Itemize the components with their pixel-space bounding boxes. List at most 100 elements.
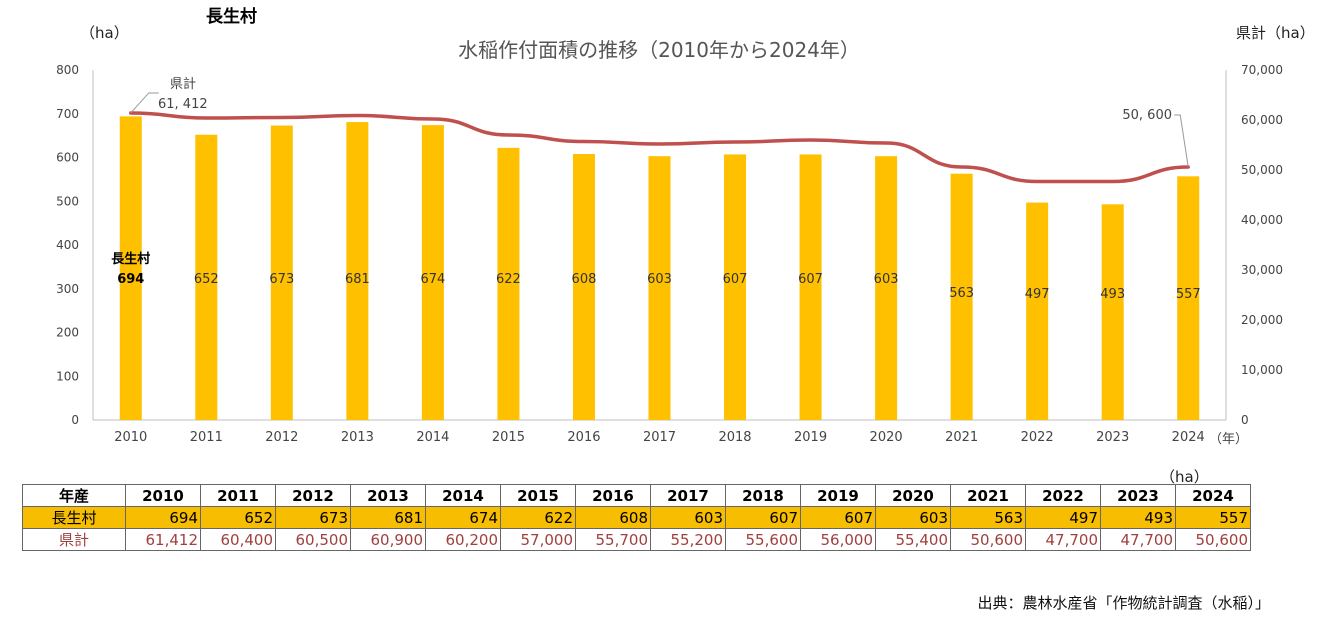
table-year-cell: 2018	[725, 484, 801, 507]
table-year-cell: 2021	[950, 484, 1026, 507]
table-value-cell: 55,700	[575, 528, 651, 551]
x-tick-label: 2020	[870, 430, 903, 445]
table-year-cell: 2013	[350, 484, 426, 507]
y-right-tick-label: 10,000	[1241, 363, 1283, 377]
x-tick-label: 2021	[945, 430, 978, 445]
table-value-cell: 60,500	[275, 528, 351, 551]
table-value-cell: 47,700	[1025, 528, 1101, 551]
y-left-tick-label: 600	[56, 151, 79, 165]
table-value-cell: 56,000	[800, 528, 876, 551]
bar-value-label: 608	[572, 272, 597, 287]
table-year-cell: 2020	[875, 484, 951, 507]
bar-value-label: 674	[420, 272, 445, 287]
table-value-cell: 607	[800, 506, 876, 529]
prefecture-total-line	[129, 111, 1190, 184]
bar	[648, 156, 671, 420]
bar-value-label: 622	[496, 272, 521, 287]
table-year-cell: 2011	[200, 484, 276, 507]
x-tick-label: 2010	[114, 430, 147, 445]
bar	[119, 116, 142, 420]
bar	[1177, 176, 1200, 420]
table-value-cell: 55,400	[875, 528, 951, 551]
table-value-cell: 563	[950, 506, 1026, 529]
bar-value-label: 607	[798, 272, 823, 287]
bar-value-label: 673	[269, 272, 294, 287]
x-axis-label: （年）	[1209, 432, 1248, 447]
bar	[724, 154, 747, 420]
page-title: 長生村	[206, 7, 257, 27]
table-value-cell: 50,600	[950, 528, 1026, 551]
bar	[195, 134, 218, 420]
table-value-cell: 603	[650, 506, 726, 529]
bar-value-label: 563	[949, 286, 974, 301]
table-year-cell: 2016	[575, 484, 651, 507]
bar-value-label: 652	[194, 272, 219, 287]
x-tick-label: 2018	[718, 430, 751, 445]
y-right-tick-label: 20,000	[1241, 313, 1283, 327]
y-right-tick-label: 60,000	[1241, 113, 1283, 127]
table-year-cell: 2017	[650, 484, 726, 507]
table-value-cell: 60,900	[350, 528, 426, 551]
table-value-cell: 674	[425, 506, 501, 529]
bar-value-label: 607	[723, 272, 748, 287]
table-value-cell: 557	[1175, 506, 1251, 529]
table-year-cell: 2014	[425, 484, 501, 507]
x-tick-label: 2013	[341, 430, 374, 445]
table-row-prefecture: 県計 61,412 60,400 60,500 60,900 60,200 57…	[22, 528, 1251, 551]
table-row-village: 長生村 694 652 673 681 674 622 608 603 607 …	[22, 506, 1251, 529]
bar	[875, 156, 898, 420]
right-axis-unit-label: 県計（ha）	[1236, 24, 1315, 42]
table-value-cell: 622	[500, 506, 576, 529]
bar-value-label: 497	[1025, 287, 1050, 302]
bar	[572, 154, 595, 420]
table-year-cell: 2019	[800, 484, 876, 507]
table-year-cell: 2023	[1100, 484, 1176, 507]
table-value-cell: 57,000	[500, 528, 576, 551]
table-unit-label: （ha）	[1160, 468, 1209, 486]
first-bar-value-label: 694	[117, 272, 144, 287]
y-left-tick-label: 100	[56, 369, 79, 383]
table-value-cell: 603	[875, 506, 951, 529]
source-note: 出典：農林水産省「作物統計調査（水稲）」	[977, 594, 1270, 612]
start-annotation-leader	[130, 92, 159, 114]
first-bar-series-label: 長生村	[111, 251, 150, 267]
table-year-cell: 2024	[1175, 484, 1251, 507]
table-value-cell: 60,200	[425, 528, 501, 551]
bar	[346, 122, 369, 420]
table-value-cell: 607	[725, 506, 801, 529]
y-left-tick-label: 400	[56, 238, 79, 252]
x-tick-label: 2023	[1096, 430, 1129, 445]
bar	[1026, 202, 1049, 420]
table-value-cell: 497	[1025, 506, 1101, 529]
bar	[421, 125, 444, 420]
y-left-tick-label: 200	[56, 326, 79, 340]
table-row-label: 県計	[22, 528, 126, 551]
table-value-cell: 493	[1100, 506, 1176, 529]
table-header-row: 年産 2010 2011 2012 2013 2014 2015 2016 20…	[22, 484, 1251, 507]
bar-value-label: 557	[1176, 287, 1201, 302]
x-tick-label: 2014	[416, 430, 449, 445]
y-left-tick-label: 800	[56, 63, 79, 77]
x-tick-label: 2017	[643, 430, 676, 445]
bar-value-label: 493	[1100, 287, 1125, 302]
table-year-cell: 2012	[275, 484, 351, 507]
chart-area: 0 100 200 300 400 500 600 700 800 0 10,000 20,000 30…	[56, 63, 1283, 447]
bar-value-label: 603	[647, 272, 672, 287]
y-left-tick-label: 700	[56, 107, 79, 121]
end-line-value-label: 50, 600	[1122, 108, 1172, 123]
table-value-cell: 652	[200, 506, 276, 529]
table-value-cell: 673	[275, 506, 351, 529]
table-year-cell: 2015	[500, 484, 576, 507]
table-header-label: 年産	[22, 484, 126, 507]
x-tick-label: 2015	[492, 430, 525, 445]
bar	[950, 173, 973, 420]
x-tick-label: 2019	[794, 430, 827, 445]
bar	[1101, 204, 1124, 420]
table-value-cell: 55,200	[650, 528, 726, 551]
y-left-tick-label: 0	[71, 413, 79, 427]
y-right-tick-label: 40,000	[1241, 213, 1283, 227]
x-tick-label: 2022	[1021, 430, 1054, 445]
data-table: 年産 2010 2011 2012 2013 2014 2015 2016 20…	[22, 484, 1251, 551]
table-value-cell: 47,700	[1100, 528, 1176, 551]
table-value-cell: 50,600	[1175, 528, 1251, 551]
